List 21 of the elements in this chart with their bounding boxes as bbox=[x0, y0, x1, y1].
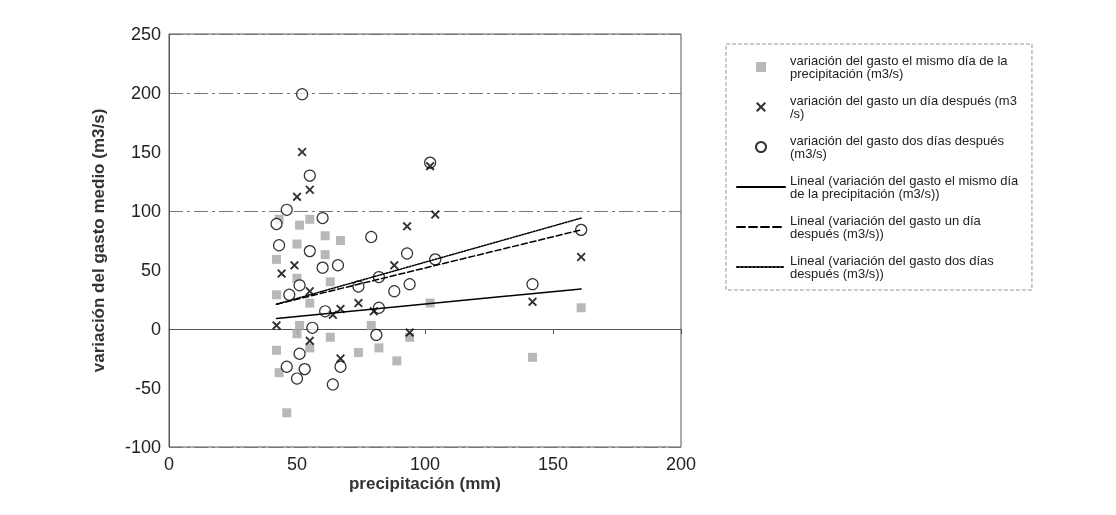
y-tick-label: 100 bbox=[130, 201, 161, 221]
legend-label: Lineal (variación del gasto el mismo día de la precipitación (m3/s)) bbox=[790, 173, 1022, 201]
y-tick-label: 250 bbox=[130, 24, 161, 44]
y-axis-title: variación del gasto medio (m3/s) bbox=[88, 108, 108, 373]
y-tick-label: 200 bbox=[130, 83, 161, 103]
x-axis-title: precipitación (mm) bbox=[348, 474, 502, 493]
x-tick-label: 200 bbox=[665, 454, 697, 474]
y-tick-label: -100 bbox=[124, 437, 161, 457]
legend-label: variación del gasto el mismo día de la precipitación (m3/s) bbox=[790, 53, 1012, 81]
legend-label: Lineal (variación del gasto dos días después (m3/s)) bbox=[790, 253, 998, 281]
legend-label: variación del gasto un día después (m3/s) bbox=[790, 93, 1017, 121]
x-tick-label: 50 bbox=[286, 454, 308, 474]
y-tick-label: 50 bbox=[140, 260, 161, 280]
x-tick-label: 0 bbox=[163, 454, 175, 474]
x-tick-label: 150 bbox=[537, 454, 569, 474]
legend-label: Lineal (variación del gasto un día después (m3/s)) bbox=[790, 213, 985, 241]
x-tick-label: 100 bbox=[409, 454, 441, 474]
y-tick-label: 0 bbox=[150, 319, 161, 339]
legend-label: variación del gasto dos días después (m3/s) bbox=[790, 133, 1008, 161]
y-tick-label: 150 bbox=[130, 142, 161, 162]
y-tick-label: -50 bbox=[134, 378, 161, 398]
